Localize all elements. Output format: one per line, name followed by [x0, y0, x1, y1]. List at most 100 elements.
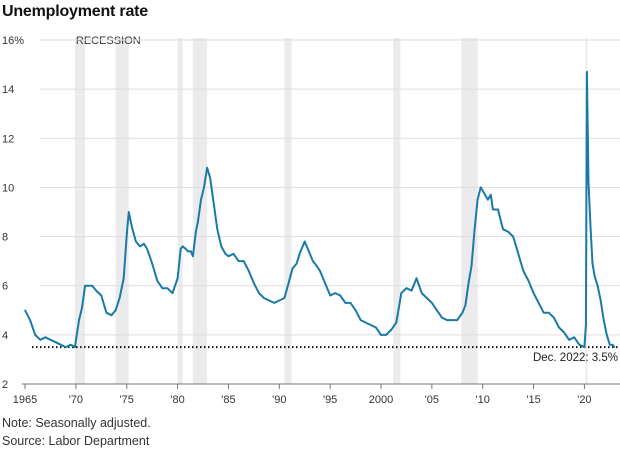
data-point — [206, 167, 208, 169]
data-point — [593, 275, 596, 277]
data-point — [400, 292, 403, 294]
data-point — [84, 284, 86, 287]
data-point — [24, 309, 26, 312]
data-point — [476, 198, 479, 201]
data-point — [263, 297, 265, 299]
y-tick-label-8: 8 — [2, 232, 8, 244]
y-tick-label-14: 14 — [2, 84, 14, 96]
data-point — [54, 341, 57, 344]
x-tick-label-1985: '85 — [221, 394, 235, 406]
data-point — [563, 331, 565, 334]
data-point — [316, 265, 318, 267]
data-point — [248, 270, 250, 272]
data-point — [420, 292, 423, 294]
unemployment-chart: RECESSION 2 4 6 8 10 12 14 16% 1965 '70 '75 '80 '85 '9… — [2, 35, 620, 406]
recession-band-2 — [177, 38, 183, 384]
data-point — [59, 343, 62, 346]
data-point — [507, 230, 509, 233]
data-point — [599, 299, 602, 302]
data-point — [344, 302, 347, 304]
y-tick-label-4: 4 — [2, 330, 8, 342]
data-point — [512, 235, 514, 238]
data-point — [548, 311, 550, 314]
data-point — [253, 282, 255, 285]
data-point — [542, 311, 545, 314]
x-tick-label-1965: 1965 — [13, 394, 37, 406]
data-point — [283, 297, 286, 299]
data-point — [181, 245, 184, 248]
data-point — [232, 253, 235, 255]
data-point — [212, 198, 214, 201]
data-point — [179, 248, 182, 250]
data-point — [589, 225, 592, 228]
data-point — [370, 324, 372, 326]
data-point — [395, 321, 398, 324]
recession-band-1 — [115, 38, 129, 384]
data-point — [49, 339, 52, 341]
data-point — [192, 255, 194, 257]
data-point — [105, 311, 108, 314]
data-point — [298, 253, 301, 255]
recession-band-5 — [393, 38, 401, 384]
data-point — [190, 250, 192, 253]
data-point — [364, 321, 367, 324]
data-point — [609, 343, 611, 346]
data-point — [151, 262, 153, 265]
data-point — [34, 334, 36, 336]
data-point — [553, 316, 555, 319]
recession-band-6 — [461, 38, 478, 384]
data-point — [110, 314, 113, 317]
y-tick-label-2: 2 — [2, 379, 8, 391]
data-point — [487, 198, 489, 201]
data-point — [91, 284, 93, 287]
x-tick-label-2010: '10 — [476, 394, 490, 406]
data-point — [436, 309, 438, 312]
data-point — [502, 228, 504, 230]
data-point — [114, 309, 117, 312]
x-tick-label-2005: '05 — [425, 394, 439, 406]
data-point — [87, 284, 89, 287]
data-point — [187, 250, 189, 253]
data-point — [78, 319, 80, 321]
data-point — [415, 277, 418, 280]
data-point — [126, 233, 128, 235]
data-point — [146, 248, 148, 250]
data-point — [176, 277, 179, 280]
data-point — [479, 186, 482, 189]
data-point — [291, 267, 294, 270]
data-point — [95, 289, 97, 292]
data-point — [220, 245, 223, 248]
data-point — [197, 221, 199, 223]
data-point — [587, 181, 590, 184]
data-point — [596, 284, 599, 287]
data-point — [258, 292, 260, 294]
data-point — [532, 292, 535, 294]
data-point — [441, 316, 443, 319]
y-tick-label-6: 6 — [2, 281, 8, 293]
recession-band-4 — [284, 38, 292, 384]
data-point — [295, 262, 298, 265]
data-point — [497, 208, 499, 211]
data-point — [359, 319, 362, 321]
data-point — [200, 198, 202, 201]
data-point — [558, 326, 560, 329]
data-point — [237, 260, 240, 262]
recession-label: RECESSION — [76, 35, 141, 47]
data-point — [522, 270, 525, 272]
data-point — [602, 319, 605, 321]
data-point — [380, 334, 382, 336]
data-point — [216, 228, 219, 230]
data-point — [464, 304, 467, 307]
x-tick-label-1995: '95 — [323, 394, 337, 406]
data-point — [268, 299, 270, 302]
data-point — [473, 228, 476, 230]
data-point — [135, 240, 137, 243]
x-tick-label-1975: '75 — [120, 394, 134, 406]
data-point — [527, 280, 530, 282]
data-point — [209, 176, 211, 179]
data-point — [591, 262, 594, 265]
y-tick-label-10: 10 — [2, 182, 14, 194]
data-point — [64, 346, 67, 348]
data-point — [273, 302, 276, 304]
data-point — [354, 309, 357, 312]
